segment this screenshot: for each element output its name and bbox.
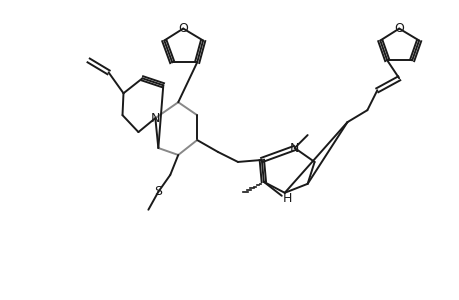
Text: O: O (178, 22, 188, 35)
Text: H: H (282, 192, 292, 205)
Text: O: O (393, 22, 403, 35)
Text: N: N (289, 142, 299, 154)
Text: N: N (151, 112, 160, 124)
Text: S: S (154, 185, 162, 198)
